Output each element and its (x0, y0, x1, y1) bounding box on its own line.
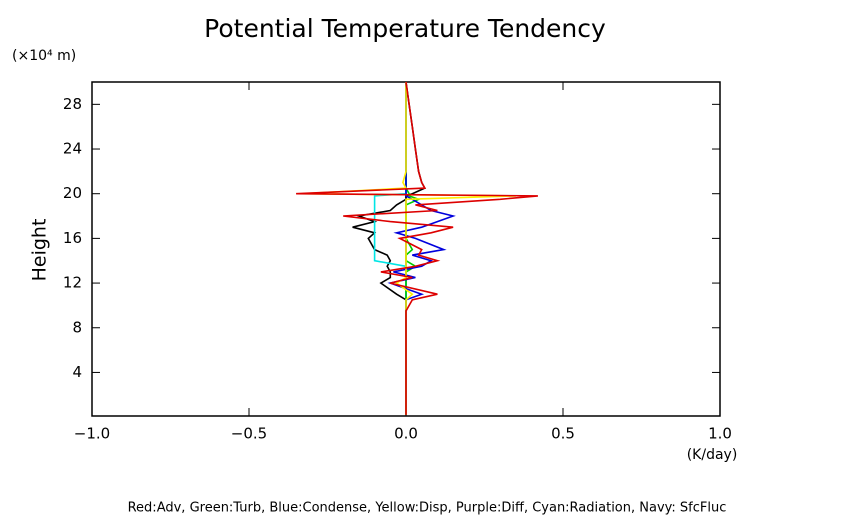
legend-caption: Red:Adv, Green:Turb, Blue:Condense, Yell… (128, 501, 727, 516)
profile-line (352, 81, 426, 415)
y-tick-label: 4 (72, 363, 82, 381)
x-tick-label: −1.0 (74, 425, 110, 443)
x-tick-label: 0.5 (551, 425, 575, 443)
profile-line (296, 81, 538, 415)
y-unit: (×10⁴ m) (12, 48, 76, 64)
y-tick-label: 20 (63, 184, 82, 202)
x-unit: (K/day) (687, 447, 738, 463)
x-tick-label: −0.5 (231, 425, 267, 443)
profile-line (302, 82, 516, 415)
y-tick-label: 16 (63, 229, 82, 247)
y-axis-label: Height (29, 219, 51, 282)
x-tick-label: 0.0 (394, 425, 418, 443)
profile-line (387, 82, 456, 415)
y-tick-label: 8 (72, 318, 82, 336)
y-tick-label: 12 (63, 274, 82, 292)
y-tick-label: 24 (63, 140, 82, 158)
x-tick-label: 1.0 (708, 425, 732, 443)
profile-line (373, 82, 407, 415)
chart-title: Potential Temperature Tendency (204, 14, 606, 43)
y-tick-label: 28 (63, 95, 82, 113)
